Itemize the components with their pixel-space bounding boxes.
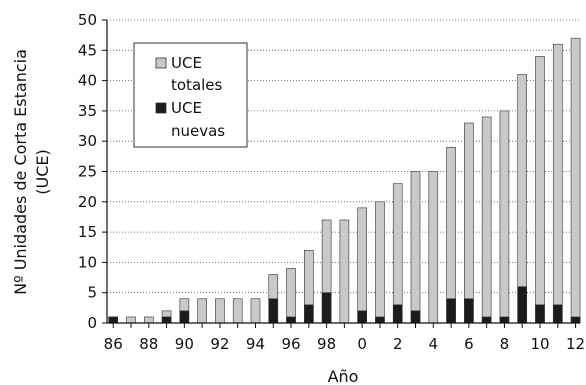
- bar-totales: [126, 316, 136, 324]
- y-tick-label: 40: [78, 72, 97, 90]
- y-tick-label: 0: [87, 314, 97, 332]
- x-tick-label: 0: [357, 335, 367, 353]
- bar-nuevas: [321, 292, 332, 324]
- bar-totales: [552, 43, 563, 324]
- bar-totales: [464, 122, 474, 324]
- bar-totales: [357, 207, 367, 324]
- x-tick-label: 12: [566, 335, 585, 353]
- bar-nuevas: [517, 286, 528, 324]
- bar-totales: [570, 37, 581, 324]
- bar-totales: [143, 316, 154, 324]
- bar-totales: [232, 298, 243, 324]
- x-tick-label: 6: [464, 335, 474, 353]
- x-tick-label: 90: [175, 335, 194, 353]
- bar-nuevas: [268, 298, 279, 324]
- bar-totales: [499, 110, 510, 324]
- y-tick-labels: 0 5 10 15 20 25 30 35 40 45 50: [78, 11, 97, 332]
- y-tick-label: 15: [78, 223, 97, 241]
- bar-nuevas: [410, 310, 421, 324]
- x-tick-label: 86: [104, 335, 123, 353]
- y-axis-title-line1: Nº Unidades de Corta Estancia: [11, 49, 30, 295]
- bar-totales: [410, 171, 421, 324]
- bar-totales: [428, 171, 439, 324]
- bar-nuevas: [535, 304, 545, 324]
- bar-nuevas: [499, 316, 510, 324]
- bar-nuevas: [464, 298, 474, 324]
- x-tick-label: 4: [429, 335, 439, 353]
- legend-swatch-nuevas: [155, 102, 167, 114]
- legend-swatch-totales: [155, 57, 167, 69]
- axes: [102, 19, 580, 328]
- bar-nuevas: [552, 304, 563, 324]
- bar-totales: [535, 56, 545, 324]
- y-tick-label: 35: [78, 102, 97, 120]
- bar-totales: [250, 298, 261, 324]
- y-tick-label: 5: [87, 284, 97, 302]
- bar-nuevas: [570, 316, 581, 324]
- y-tick-label: 10: [78, 253, 97, 271]
- y-tick-label: 20: [78, 193, 97, 211]
- bar-nuevas: [446, 298, 456, 324]
- legend-label-totales-line1: UCE: [171, 54, 202, 72]
- bar-nuevas: [304, 304, 314, 324]
- bar-nuevas: [286, 316, 296, 324]
- bar-totales: [392, 183, 403, 324]
- bar-nuevas: [481, 316, 492, 324]
- x-tick-label: 96: [281, 335, 300, 353]
- bar-nuevas: [357, 310, 367, 324]
- bar-totales: [446, 146, 456, 324]
- y-axis-title-line2: (UCE): [33, 149, 52, 194]
- y-tick-label: 30: [78, 132, 97, 150]
- bar-totales: [481, 116, 492, 324]
- y-tick-label: 50: [78, 11, 97, 29]
- x-tick-label: 8: [500, 335, 510, 353]
- bar-nuevas: [392, 304, 403, 324]
- x-tick-label: 98: [317, 335, 336, 353]
- x-tick-label: 94: [246, 335, 265, 353]
- bar-totales: [375, 201, 385, 324]
- x-tick-labels: 86 88 90 92 94 96 98 0 2 4 6 8 10 12: [104, 335, 585, 353]
- bar-nuevas: [108, 316, 119, 324]
- x-axis-title: Año: [328, 367, 359, 385]
- legend-label-nuevas-line1: UCE: [171, 99, 202, 117]
- bar-nuevas: [179, 310, 190, 324]
- y-tick-label: 25: [78, 163, 97, 181]
- x-tick-label: 92: [210, 335, 229, 353]
- legend-box: [133, 42, 248, 148]
- x-tick-label: 2: [393, 335, 403, 353]
- legend-label-totales-line2: totales: [171, 76, 223, 94]
- bar-totales: [197, 298, 207, 324]
- x-tick-label: 10: [530, 335, 549, 353]
- bar-totales: [517, 74, 528, 324]
- bars-group: [108, 37, 581, 324]
- legend: UCE totales UCE nuevas: [133, 42, 248, 148]
- bar-totales: [286, 268, 296, 324]
- bar-totales: [215, 298, 225, 324]
- bar-totales: [339, 219, 350, 324]
- bar-nuevas: [161, 316, 172, 324]
- x-tick-label: 88: [139, 335, 158, 353]
- legend-label-nuevas-line2: nuevas: [171, 122, 225, 140]
- y-tick-label: 45: [78, 41, 97, 59]
- bar-nuevas: [375, 316, 385, 324]
